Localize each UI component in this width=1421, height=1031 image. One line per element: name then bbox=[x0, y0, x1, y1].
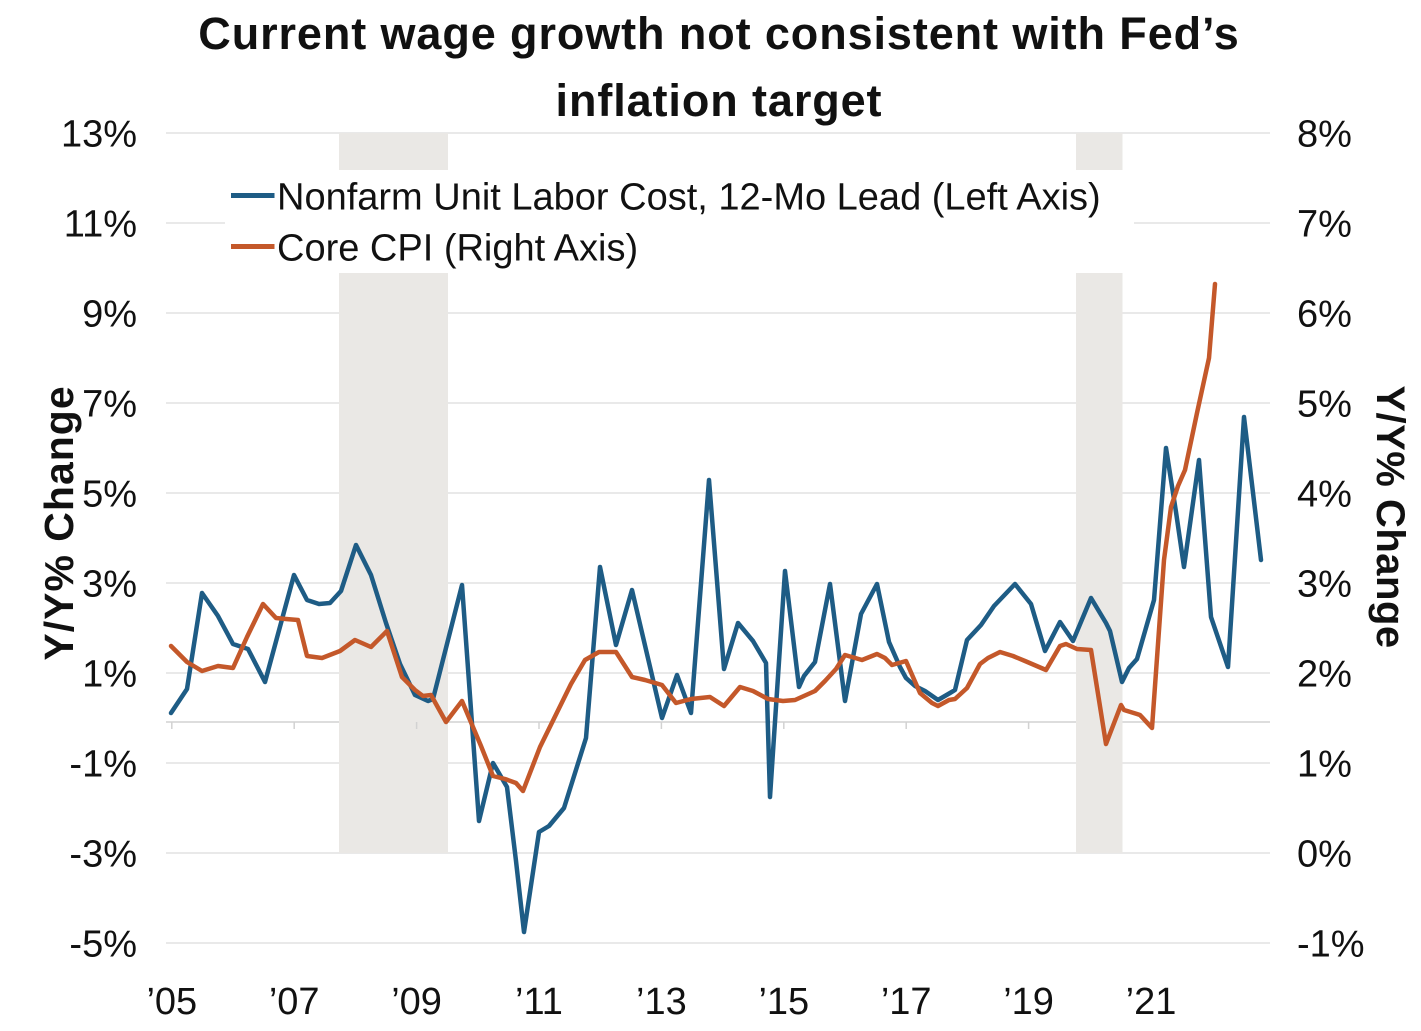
svg-text:6%: 6% bbox=[1297, 294, 1352, 336]
svg-text:-5%: -5% bbox=[69, 924, 137, 966]
svg-text:3%: 3% bbox=[82, 564, 137, 606]
svg-text:2%: 2% bbox=[1297, 654, 1352, 696]
svg-text:7%: 7% bbox=[82, 384, 137, 426]
svg-text:’13: ’13 bbox=[636, 981, 687, 1023]
svg-text:’11: ’11 bbox=[515, 981, 563, 1023]
svg-text:Current wage growth not consis: Current wage growth not consistent with … bbox=[198, 8, 1239, 59]
svg-text:11%: 11% bbox=[64, 204, 137, 246]
svg-text:’15: ’15 bbox=[758, 981, 809, 1023]
svg-text:inflation target: inflation target bbox=[556, 75, 883, 126]
svg-text:7%: 7% bbox=[1297, 204, 1352, 246]
svg-text:’21: ’21 bbox=[1126, 981, 1177, 1023]
svg-text:-1%: -1% bbox=[69, 744, 137, 786]
svg-text:’07: ’07 bbox=[269, 981, 320, 1023]
svg-text:’09: ’09 bbox=[391, 981, 442, 1023]
svg-text:Y/Y% Change: Y/Y% Change bbox=[36, 385, 82, 660]
svg-text:0%: 0% bbox=[1297, 834, 1352, 876]
svg-text:’17: ’17 bbox=[881, 981, 932, 1023]
svg-text:5%: 5% bbox=[1297, 384, 1352, 426]
svg-text:’19: ’19 bbox=[1003, 981, 1054, 1023]
svg-text:1%: 1% bbox=[82, 654, 137, 696]
svg-text:3%: 3% bbox=[1297, 564, 1352, 606]
svg-text:-3%: -3% bbox=[69, 834, 137, 876]
svg-text:9%: 9% bbox=[82, 294, 137, 336]
svg-text:’05: ’05 bbox=[146, 981, 197, 1023]
svg-text:Nonfarm Unit Labor Cost, 12-Mo: Nonfarm Unit Labor Cost, 12-Mo Lead (Lef… bbox=[277, 177, 1101, 219]
svg-text:8%: 8% bbox=[1297, 114, 1352, 156]
svg-text:Core CPI (Right Axis): Core CPI (Right Axis) bbox=[277, 228, 638, 270]
svg-text:1%: 1% bbox=[1297, 744, 1352, 786]
svg-text:5%: 5% bbox=[82, 474, 137, 516]
svg-text:-1%: -1% bbox=[1297, 924, 1365, 966]
svg-text:4%: 4% bbox=[1297, 474, 1352, 516]
svg-text:Y/Y% Change: Y/Y% Change bbox=[1368, 385, 1412, 648]
svg-text:13%: 13% bbox=[61, 114, 137, 156]
